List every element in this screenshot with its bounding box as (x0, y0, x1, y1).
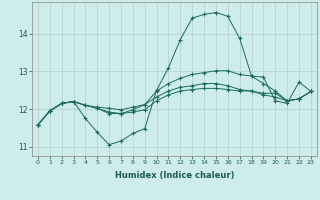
X-axis label: Humidex (Indice chaleur): Humidex (Indice chaleur) (115, 171, 234, 180)
